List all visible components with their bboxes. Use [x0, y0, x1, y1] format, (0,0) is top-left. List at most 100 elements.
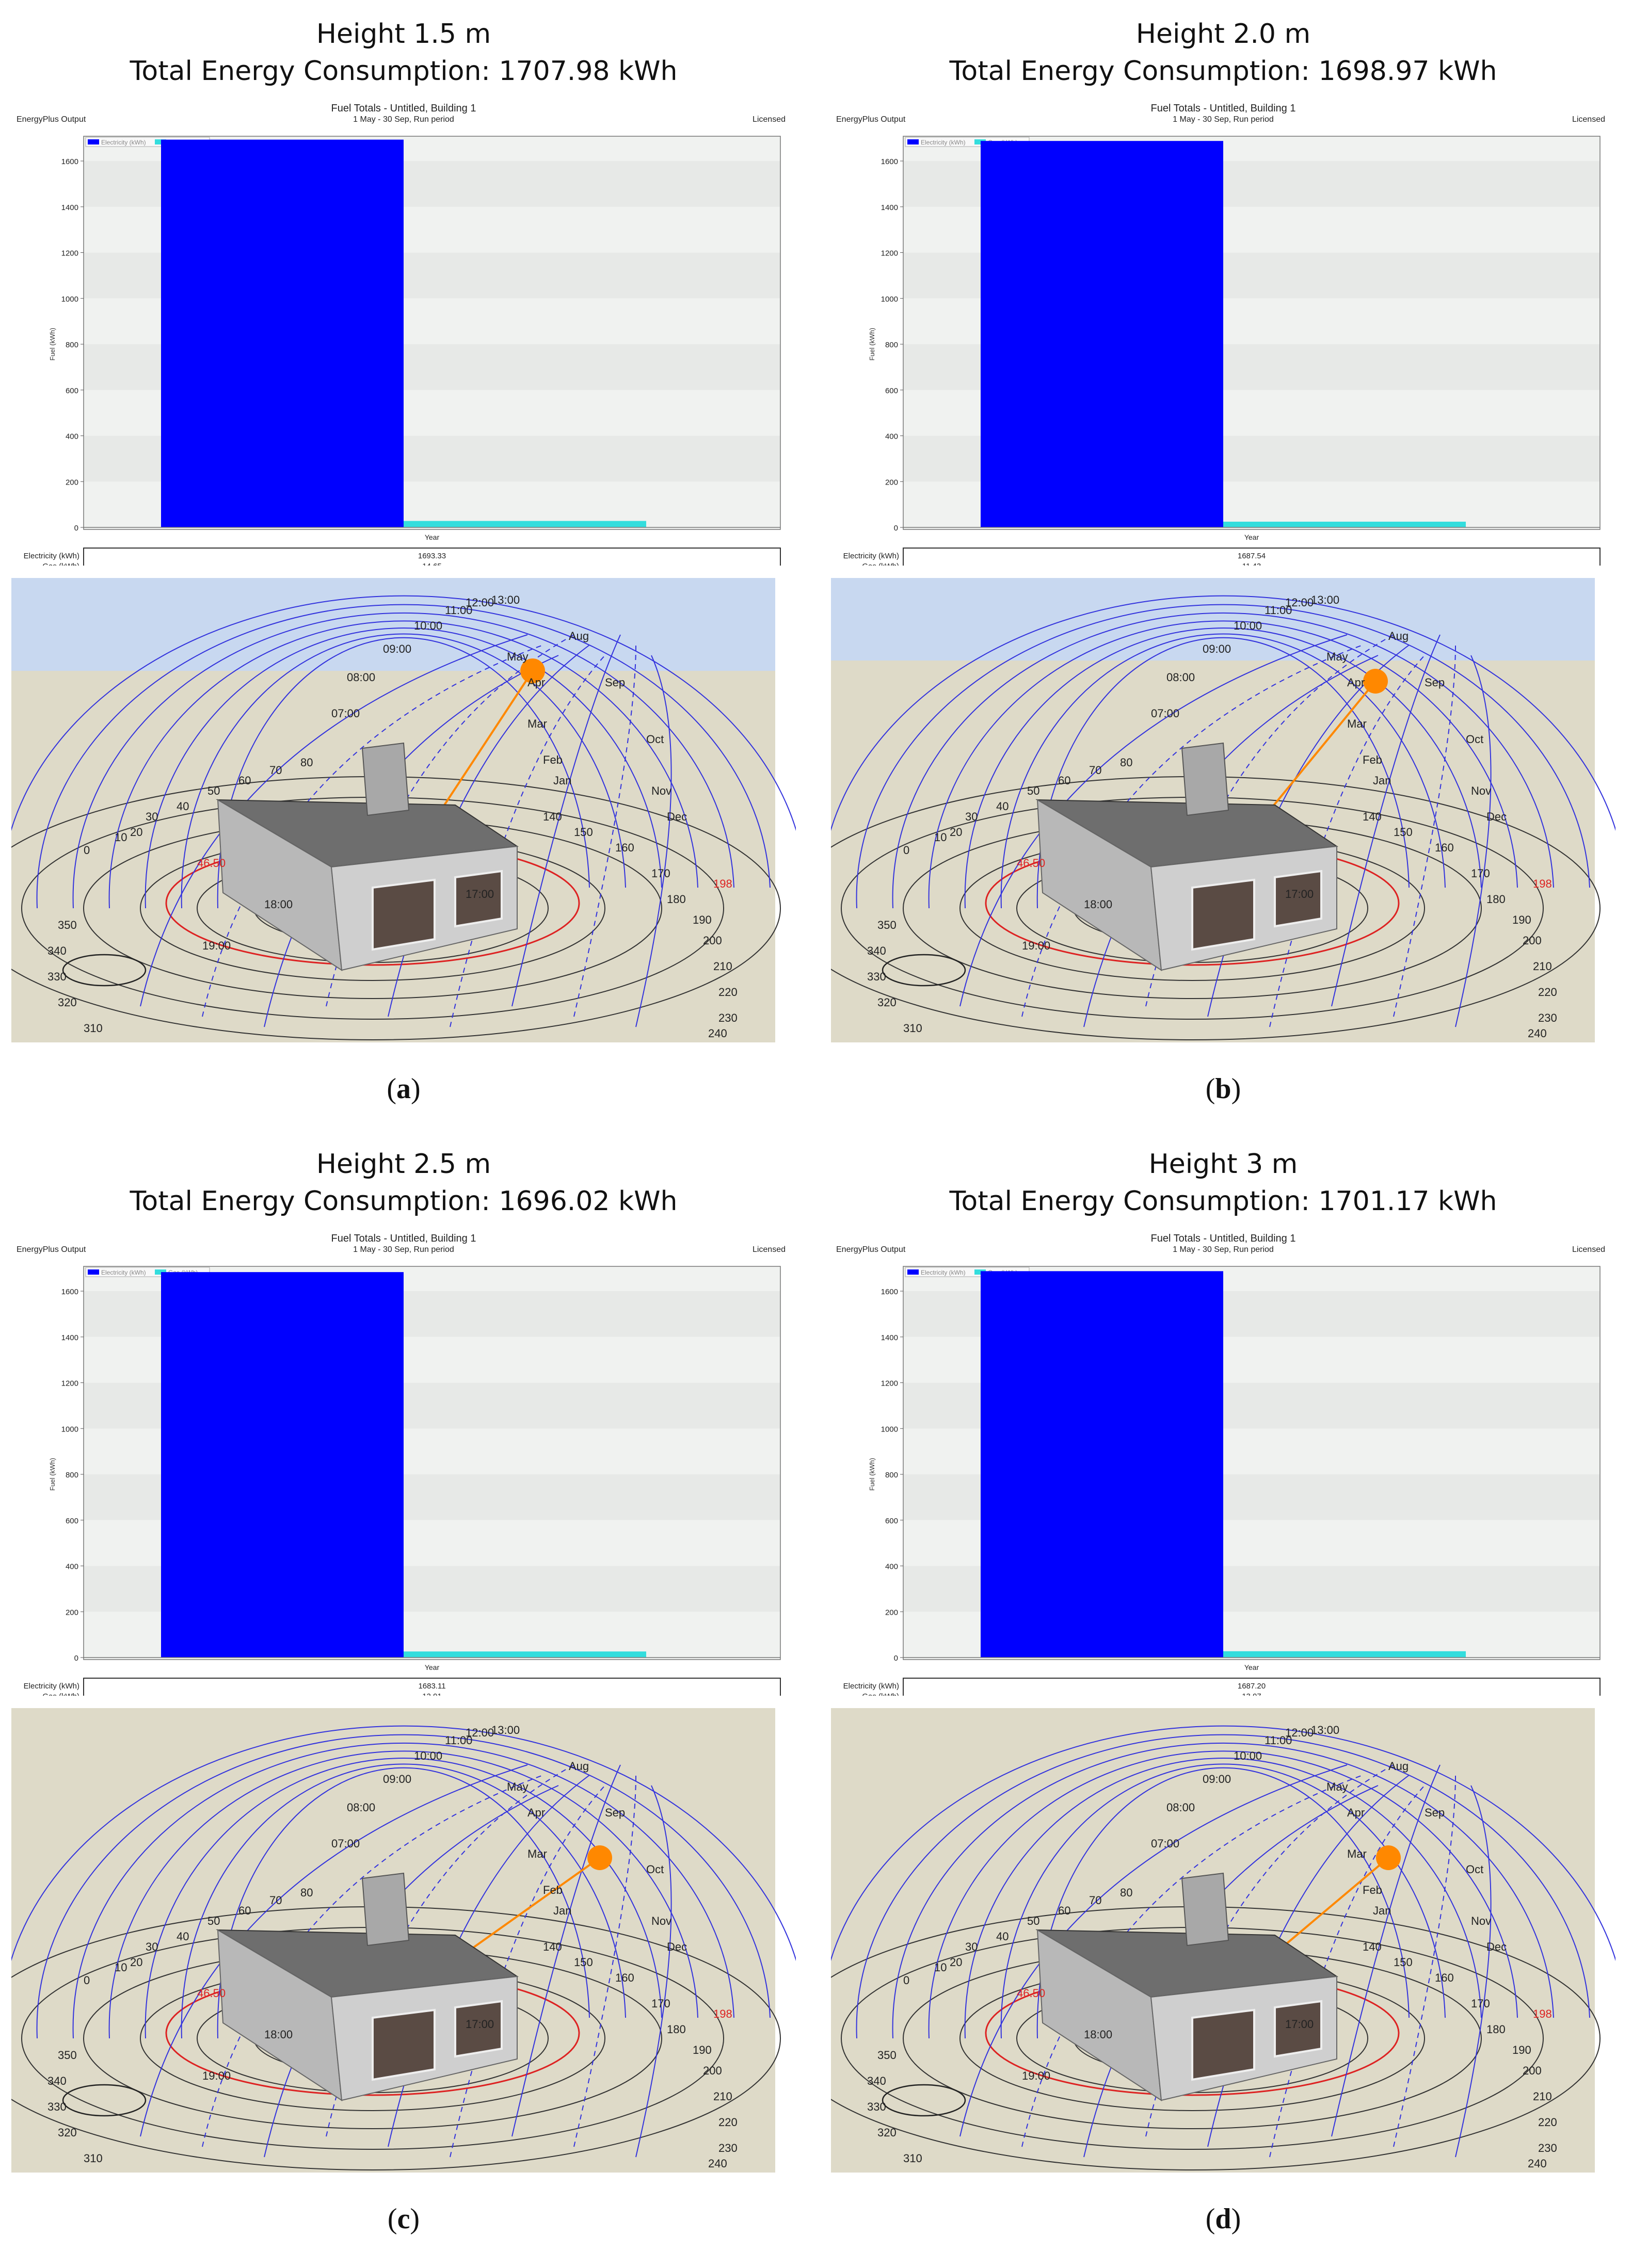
compass-ellipse	[62, 954, 147, 987]
hour-label: 10:00	[414, 1749, 442, 1762]
y-tick-label: 800	[885, 341, 898, 349]
y-tick-label: 800	[66, 341, 78, 349]
panel-subtitle: Total Energy Consumption: 1701.17 kWh	[949, 1186, 1497, 1217]
chart-corner-left: EnergyPlus Output	[836, 1245, 906, 1254]
y-tick-label: 200	[885, 478, 898, 487]
azimuth-label: 230	[1538, 1011, 1557, 1024]
y-axis-label: Fuel (kWh)	[49, 328, 56, 361]
azimuth-label: 150	[574, 1956, 593, 1969]
azimuth-label: 20	[950, 826, 962, 839]
chart-svg: Fuel Totals - Untitled, Building 11 May …	[11, 1231, 796, 1696]
building-window	[372, 2008, 436, 2081]
azimuth-label: 0	[903, 1974, 909, 1987]
legend-label-electricity: Electricity (kWh)	[921, 139, 966, 146]
chart-subtitle: 1 May - 30 Sep, Run period	[353, 1245, 454, 1254]
hour-arc	[831, 595, 1615, 831]
hour-label: 17:00	[466, 888, 494, 900]
chart-corner-right: Licensed	[753, 1245, 786, 1254]
azimuth-label: 150	[1394, 1956, 1413, 1969]
hour-arc	[181, 633, 626, 909]
azimuth-label: 320	[58, 996, 77, 1009]
table-row-label-electricity: Electricity (kWh)	[24, 1682, 79, 1691]
azimuth-label: 70	[1089, 764, 1101, 777]
orbit-marker-label: 46.50	[1017, 1987, 1045, 2000]
hour-arc	[36, 604, 771, 909]
month-label: Sep	[605, 676, 625, 689]
azimuth-label: 310	[84, 2152, 103, 2165]
azimuth-label: 10	[934, 1961, 947, 1974]
legend-label-electricity: Electricity (kWh)	[101, 1269, 146, 1276]
hour-label: 08:00	[1166, 1801, 1195, 1814]
table-value-electricity: 1683.11	[418, 1682, 445, 1691]
building	[216, 742, 519, 971]
table-row-label-gas: Gas (kWh)	[42, 562, 79, 566]
hour-label: 13:00	[491, 1724, 520, 1736]
y-tick-label: 1000	[61, 1425, 78, 1434]
azimuth-label: 140	[543, 1940, 562, 1953]
azimuth-label: 170	[651, 867, 670, 880]
panel-a: Height 1.5 m Total Energy Consumption: 1…	[11, 0, 796, 1125]
month-label: Dec	[667, 1940, 687, 1953]
hour-label: 19:00	[1022, 2069, 1050, 2082]
azimuth-label: 30	[965, 810, 978, 823]
azimuth-label: 240	[1528, 2157, 1547, 2170]
month-label: Feb	[1363, 753, 1382, 766]
orbit-marker-label: 46.50	[197, 857, 226, 870]
chart-subtitle: 1 May - 30 Sep, Run period	[353, 115, 454, 124]
month-label: Nov	[651, 1915, 671, 1927]
y-tick-label: 800	[885, 1471, 898, 1479]
azimuth-label: 180	[667, 893, 686, 906]
hour-label: 18:00	[264, 2028, 293, 2041]
azimuth-label: 0	[903, 844, 909, 857]
table-row-label-gas: Gas (kWh)	[862, 1692, 899, 1696]
panel-title: Height 2.5 m	[316, 1149, 491, 1180]
sky	[831, 578, 1595, 661]
hour-label: 07:00	[1151, 1837, 1179, 1850]
hour-label: 19:00	[202, 939, 231, 952]
chart-svg: Fuel Totals - Untitled, Building 11 May …	[11, 101, 796, 566]
table-row-label-electricity: Electricity (kWh)	[843, 552, 899, 560]
legend-swatch-electricity	[907, 139, 919, 144]
hour-label: 13:00	[491, 593, 520, 606]
caption-letter: c	[397, 2203, 410, 2235]
month-curve	[1021, 1775, 1363, 2147]
azimuth-label: 240	[1528, 1027, 1547, 1040]
month-curve	[1455, 655, 1492, 1027]
month-label: Aug	[1388, 1760, 1409, 1773]
orbit-marker-right-label: 198	[1533, 877, 1552, 890]
azimuth-label: 70	[269, 764, 282, 777]
compass-ellipse	[62, 2084, 147, 2117]
month-label: May	[1326, 1780, 1348, 1793]
month-label: Oct	[1466, 1863, 1483, 1876]
month-label: Dec	[1486, 810, 1507, 823]
bar-electricity	[161, 1272, 404, 1658]
caption-letter: b	[1215, 1073, 1231, 1105]
sunpath-scene: 07:00 08:00 09:00 10:00 11:00 12:00 13:00 17:00…	[831, 578, 1615, 1042]
y-tick-label: 1400	[881, 1333, 898, 1342]
hour-label: 09:00	[1203, 642, 1231, 655]
azimuth-label: 60	[238, 1904, 251, 1917]
azimuth-label: 200	[703, 934, 722, 947]
chart-corner-left: EnergyPlus Output	[836, 115, 906, 124]
azimuth-label: 40	[177, 800, 189, 813]
month-label: Mar	[1347, 717, 1367, 730]
month-label: Jan	[1373, 774, 1391, 787]
azimuth-label: 0	[84, 1974, 90, 1987]
orbit-marker-right-label: 198	[1533, 2007, 1552, 2020]
azimuth-label: 0	[84, 844, 90, 857]
azimuth-label: 340	[47, 2074, 67, 2087]
compass-ellipse	[882, 2084, 966, 2117]
y-tick-label: 200	[885, 1608, 898, 1617]
chart-subtitle: 1 May - 30 Sep, Run period	[1173, 1245, 1274, 1254]
chart-subtitle: 1 May - 30 Sep, Run period	[1173, 115, 1274, 124]
sun	[1376, 1845, 1401, 1870]
chart-svg: Fuel Totals - Untitled, Building 11 May …	[831, 101, 1615, 566]
azimuth-label: 80	[1120, 756, 1132, 769]
azimuth-label: 40	[177, 1930, 189, 1943]
azimuth-label: 160	[615, 1971, 634, 1984]
azimuth-label: 310	[84, 1022, 103, 1035]
y-axis-label: Fuel (kWh)	[868, 1458, 876, 1491]
